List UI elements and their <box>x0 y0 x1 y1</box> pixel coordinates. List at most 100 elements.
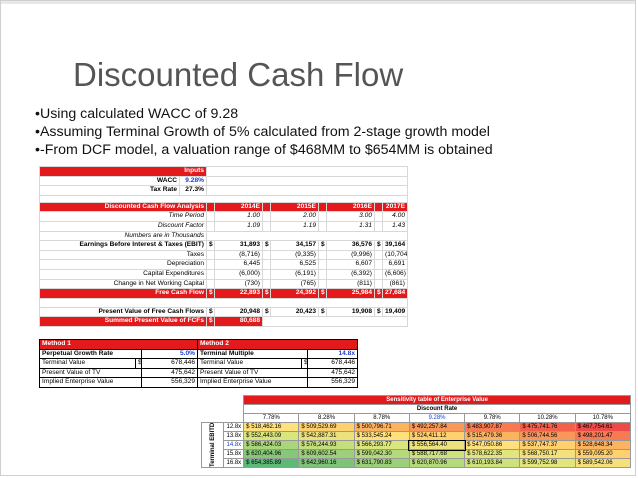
capex-label: Capital Expenditures <box>39 268 207 280</box>
time-period-value: 3.00 <box>326 211 375 222</box>
pv-label: Present Value of Free Cash Flows <box>39 306 207 318</box>
sensitivity-value: 547,050.86 <box>472 442 503 448</box>
discount-factor-label: Discount Factor <box>39 220 207 232</box>
sensitivity-cell: $ 518,462.16 <box>243 422 300 432</box>
pv-value: 19,908 <box>326 306 375 318</box>
sensitivity-value: 588,717.68 <box>416 451 447 457</box>
sensitivity-value: 533,545.24 <box>361 433 392 439</box>
bullet-list: •Using calculated WACC of 9.28 •Assuming… <box>35 105 493 159</box>
sensitivity-cell: $ 556,564.40 <box>408 439 466 451</box>
sum-pv-label: Summed Present Value of FCFs <box>39 316 207 327</box>
pv-value: 20,423 <box>270 306 319 318</box>
sensitivity-value: 578,622.35 <box>472 451 503 457</box>
nwc-value: (861) <box>382 278 408 290</box>
taxes-row: Taxes (8,716) (9,335) (9,996) (10,704) <box>39 249 408 261</box>
multiple-header-cell: 14.8x <box>223 440 245 450</box>
depreciation-label: Depreciation <box>39 259 207 270</box>
sensitivity-table: Sensitivity table of Enterprise Value Di… <box>201 395 632 468</box>
currency-symbol: $ <box>467 424 473 430</box>
depreciation-row: Depreciation 6,445 6,525 6,607 6,691 <box>39 259 408 270</box>
bullet-growth: •Assuming Terminal Growth of 5% calculat… <box>35 124 490 140</box>
currency-symbol: $ <box>301 358 309 369</box>
discount-factor-value: 1.19 <box>270 220 319 232</box>
currency-symbol: $ <box>356 460 362 466</box>
currency-symbol: $ <box>246 442 252 448</box>
currency-symbol: $ <box>577 433 583 439</box>
numbers-note: Numbers are in Thousands <box>39 230 207 242</box>
multiple-header-cell: 13.8x <box>223 431 245 441</box>
sensitivity-cell: $ 599,752.98 <box>519 458 576 468</box>
capex-row: Capital Expenditures (6,000) (6,191) (6,… <box>39 268 408 280</box>
currency-symbol: $ <box>467 442 473 448</box>
currency-symbol: $ <box>262 288 271 299</box>
sum-pv-value: 80,688 <box>214 316 263 327</box>
currency-symbol: $ <box>522 451 528 457</box>
year-2014: 2014E <box>214 201 263 213</box>
depreciation-value: 6,607 <box>326 259 375 270</box>
currency-symbol: $ <box>246 451 252 457</box>
sensitivity-cell: $ 576,244.93 <box>298 440 355 450</box>
discount-rate-header-row: Discount Rate <box>202 404 631 414</box>
currency-symbol: $ <box>374 306 383 318</box>
sensitivity-value: 506,744.56 <box>527 433 558 439</box>
rate-header-cell: 8.28% <box>298 413 355 423</box>
sensitivity-value: 492,257.84 <box>416 424 447 430</box>
currency-symbol: $ <box>411 442 417 448</box>
multiple-axis-label: Terminal EBITDA Multiple <box>201 422 224 468</box>
sensitivity-row: 16.8x $ 654,385.89 $ 642,960.16 $ 631,790.8… <box>202 458 632 468</box>
sensitivity-cell: $ 542,887.31 <box>298 431 355 441</box>
sensitivity-cell: $ 586,424.03 <box>243 440 300 450</box>
tax-label: Tax Rate <box>39 185 180 196</box>
currency-symbol: $ <box>374 240 383 251</box>
capex-value: (6,606) <box>382 268 408 280</box>
sensitivity-cell: $ 506,744.56 <box>519 431 576 441</box>
sensitivity-value: 556,564.40 <box>416 442 447 448</box>
ebit-value: 31,893 <box>214 240 263 251</box>
sensitivity-cell: $ 467,754.61 <box>574 422 632 432</box>
bullet-wacc: •Using calculated WACC of 9.28 <box>35 106 239 122</box>
currency-symbol: $ <box>522 442 528 448</box>
ebit-label: Earnings Before Interest & Taxes (EBIT) <box>39 240 207 251</box>
rate-header-cell: 7.78% <box>243 413 300 423</box>
m2-tv-label: Terminal Value <box>197 358 303 369</box>
sensitivity-cell: $ 483,907.87 <box>464 422 521 432</box>
wacc-row: WACC 9.28% <box>39 175 408 187</box>
sensitivity-value: 589,542.06 <box>582 460 613 466</box>
sensitivity-cell: $ 492,257.84 <box>408 422 466 432</box>
currency-symbol: $ <box>206 316 215 327</box>
sensitivity-value: 518,462.16 <box>251 424 282 430</box>
currency-symbol: $ <box>356 442 362 448</box>
dcf-header: Discounted Cash Flow Analysis <box>39 201 207 213</box>
sensitivity-value: 568,750.17 <box>527 451 558 457</box>
taxes-value: (9,996) <box>326 249 375 261</box>
m1-iev-value: 556,329 <box>140 377 199 388</box>
sensitivity-cell: $ 599,042.30 <box>353 449 410 459</box>
currency-symbol: $ <box>411 433 417 439</box>
taxes-label: Taxes <box>39 249 207 261</box>
currency-symbol: $ <box>246 460 252 466</box>
currency-symbol: $ <box>301 442 307 448</box>
year-2015: 2015E <box>270 201 319 213</box>
method1-header: Method 1 <box>38 339 199 350</box>
discount-factor-row: Discount Factor 1.09 1.19 1.31 1.43 <box>39 220 408 232</box>
m2-iev-value: 556,329 <box>307 377 359 388</box>
rate-header-cell: 9.28% <box>408 413 466 423</box>
fcf-row: Free Cash Flow $22,893 $24,392 $25,984 $… <box>39 288 408 299</box>
ebit-row: Earnings Before Interest & Taxes (EBIT) … <box>39 240 408 251</box>
currency-symbol: $ <box>522 433 528 439</box>
currency-symbol: $ <box>522 460 528 466</box>
sensitivity-cell: $ 528,648.34 <box>574 440 632 450</box>
sensitivity-cell: $ 588,717.68 <box>408 449 466 459</box>
sensitivity-value: 609,602.54 <box>306 451 337 457</box>
sensitivity-value: 586,424.03 <box>251 442 282 448</box>
bullet-valuation: •-From DCF model, a valuation range of $… <box>35 142 493 158</box>
currency-symbol: $ <box>246 433 252 439</box>
time-period-value: 4.00 <box>382 211 408 222</box>
m1-tv-value: 678,446 <box>140 358 199 369</box>
currency-symbol: $ <box>301 451 307 457</box>
tm-value: 14.8x <box>307 348 359 360</box>
m1-tv-label: Terminal Value <box>39 358 136 369</box>
sensitivity-cell: $ 524,411.12 <box>408 431 466 441</box>
method-sheet: Method 1 Method 2 Perpetual Growth Rate … <box>38 339 359 388</box>
